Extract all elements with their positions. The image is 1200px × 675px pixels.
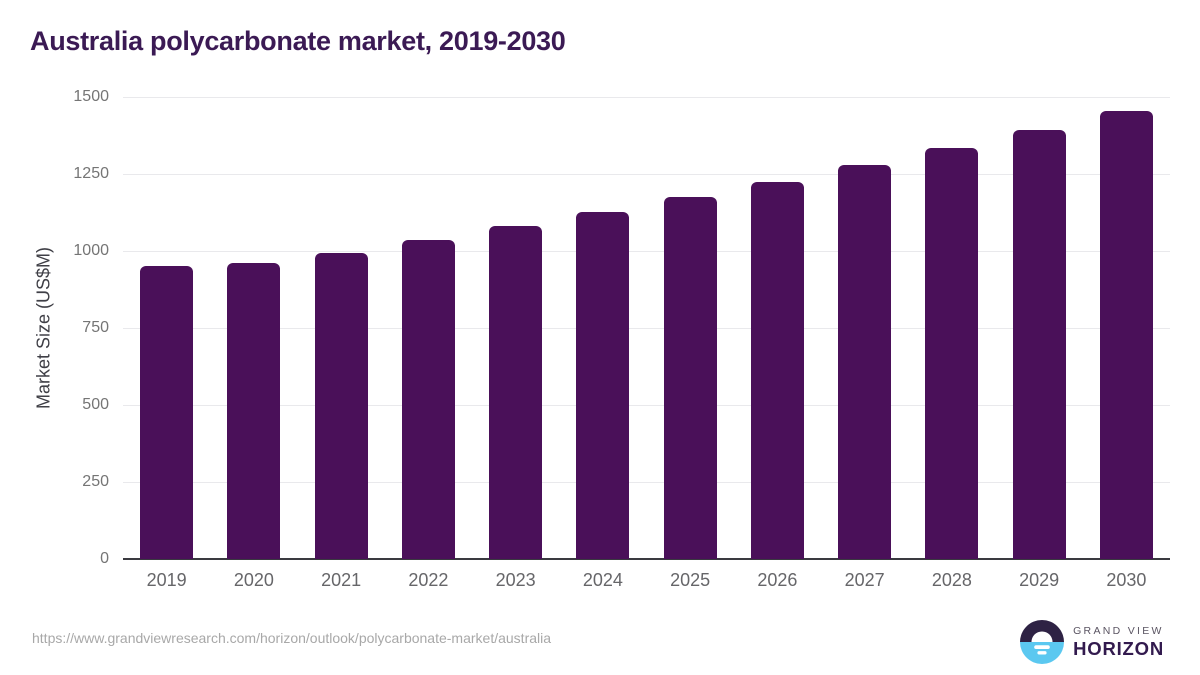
bar-2029[interactable] [1012, 129, 1066, 559]
x-tick-label-2029: 2029 [1019, 570, 1060, 590]
gridline-1250 [123, 174, 1170, 175]
gridline-500 [123, 405, 1170, 406]
bar-2021[interactable] [314, 252, 368, 559]
x-tick-label-2030: 2030 [1106, 570, 1147, 590]
gridline-1500 [123, 97, 1170, 98]
y-tick-label-1250: 1250 [73, 165, 109, 182]
x-tick-label-2020: 2020 [233, 570, 274, 590]
bar-2020[interactable] [227, 263, 281, 559]
x-tick-label-2019: 2019 [146, 570, 187, 590]
chart-title: Australia polycarbonate market, 2019-203… [30, 26, 566, 56]
bar-2027[interactable] [838, 164, 892, 559]
logo-grand-view-label: GRAND VIEW [1073, 624, 1164, 637]
source-url: https://www.grandviewresearch.com/horizo… [32, 630, 552, 646]
x-tick-label-2022: 2022 [408, 570, 449, 590]
y-tick-label-750: 750 [82, 319, 109, 336]
grand-view-horizon-logo: GRAND VIEW HORIZON [1020, 620, 1164, 664]
logo-horizon-label: HORIZON [1073, 637, 1164, 659]
gridline-1000 [123, 251, 1170, 252]
bar-2024[interactable] [576, 211, 630, 559]
x-tick-label-2024: 2024 [582, 570, 623, 590]
y-tick-label-1500: 1500 [73, 88, 109, 105]
x-tick-label-2023: 2023 [495, 570, 536, 590]
bar-2019[interactable] [140, 266, 194, 559]
bar-2022[interactable] [401, 240, 455, 559]
x-tick-label-2021: 2021 [321, 570, 362, 590]
x-tick-label-2028: 2028 [931, 570, 972, 590]
gridline-750 [123, 328, 1170, 329]
x-axis-line [123, 558, 1170, 560]
y-tick-label-0: 0 [100, 550, 109, 567]
x-tick-label-2025: 2025 [670, 570, 711, 590]
y-tick-label-250: 250 [82, 473, 109, 490]
logo-text: GRAND VIEW HORIZON [1073, 625, 1164, 660]
horizon-sun-icon [1020, 620, 1065, 664]
y-tick-label-1000: 1000 [73, 242, 109, 259]
bar-2030[interactable] [1099, 111, 1153, 559]
gridline-250 [123, 482, 1170, 483]
bar-2025[interactable] [663, 196, 717, 559]
x-tick-label-2027: 2027 [844, 570, 885, 590]
y-axis-title: Market Size (US$M) [33, 246, 54, 410]
x-tick-label-2026: 2026 [757, 570, 798, 590]
y-tick-label-500: 500 [82, 396, 109, 413]
bar-2023[interactable] [489, 225, 543, 559]
plot-area: 0 250 500 750 1000 1250 1500 2019 2020 2021 2022 20… [73, 88, 1170, 590]
bar-2028[interactable] [925, 147, 979, 559]
bar-2026[interactable] [750, 181, 804, 559]
